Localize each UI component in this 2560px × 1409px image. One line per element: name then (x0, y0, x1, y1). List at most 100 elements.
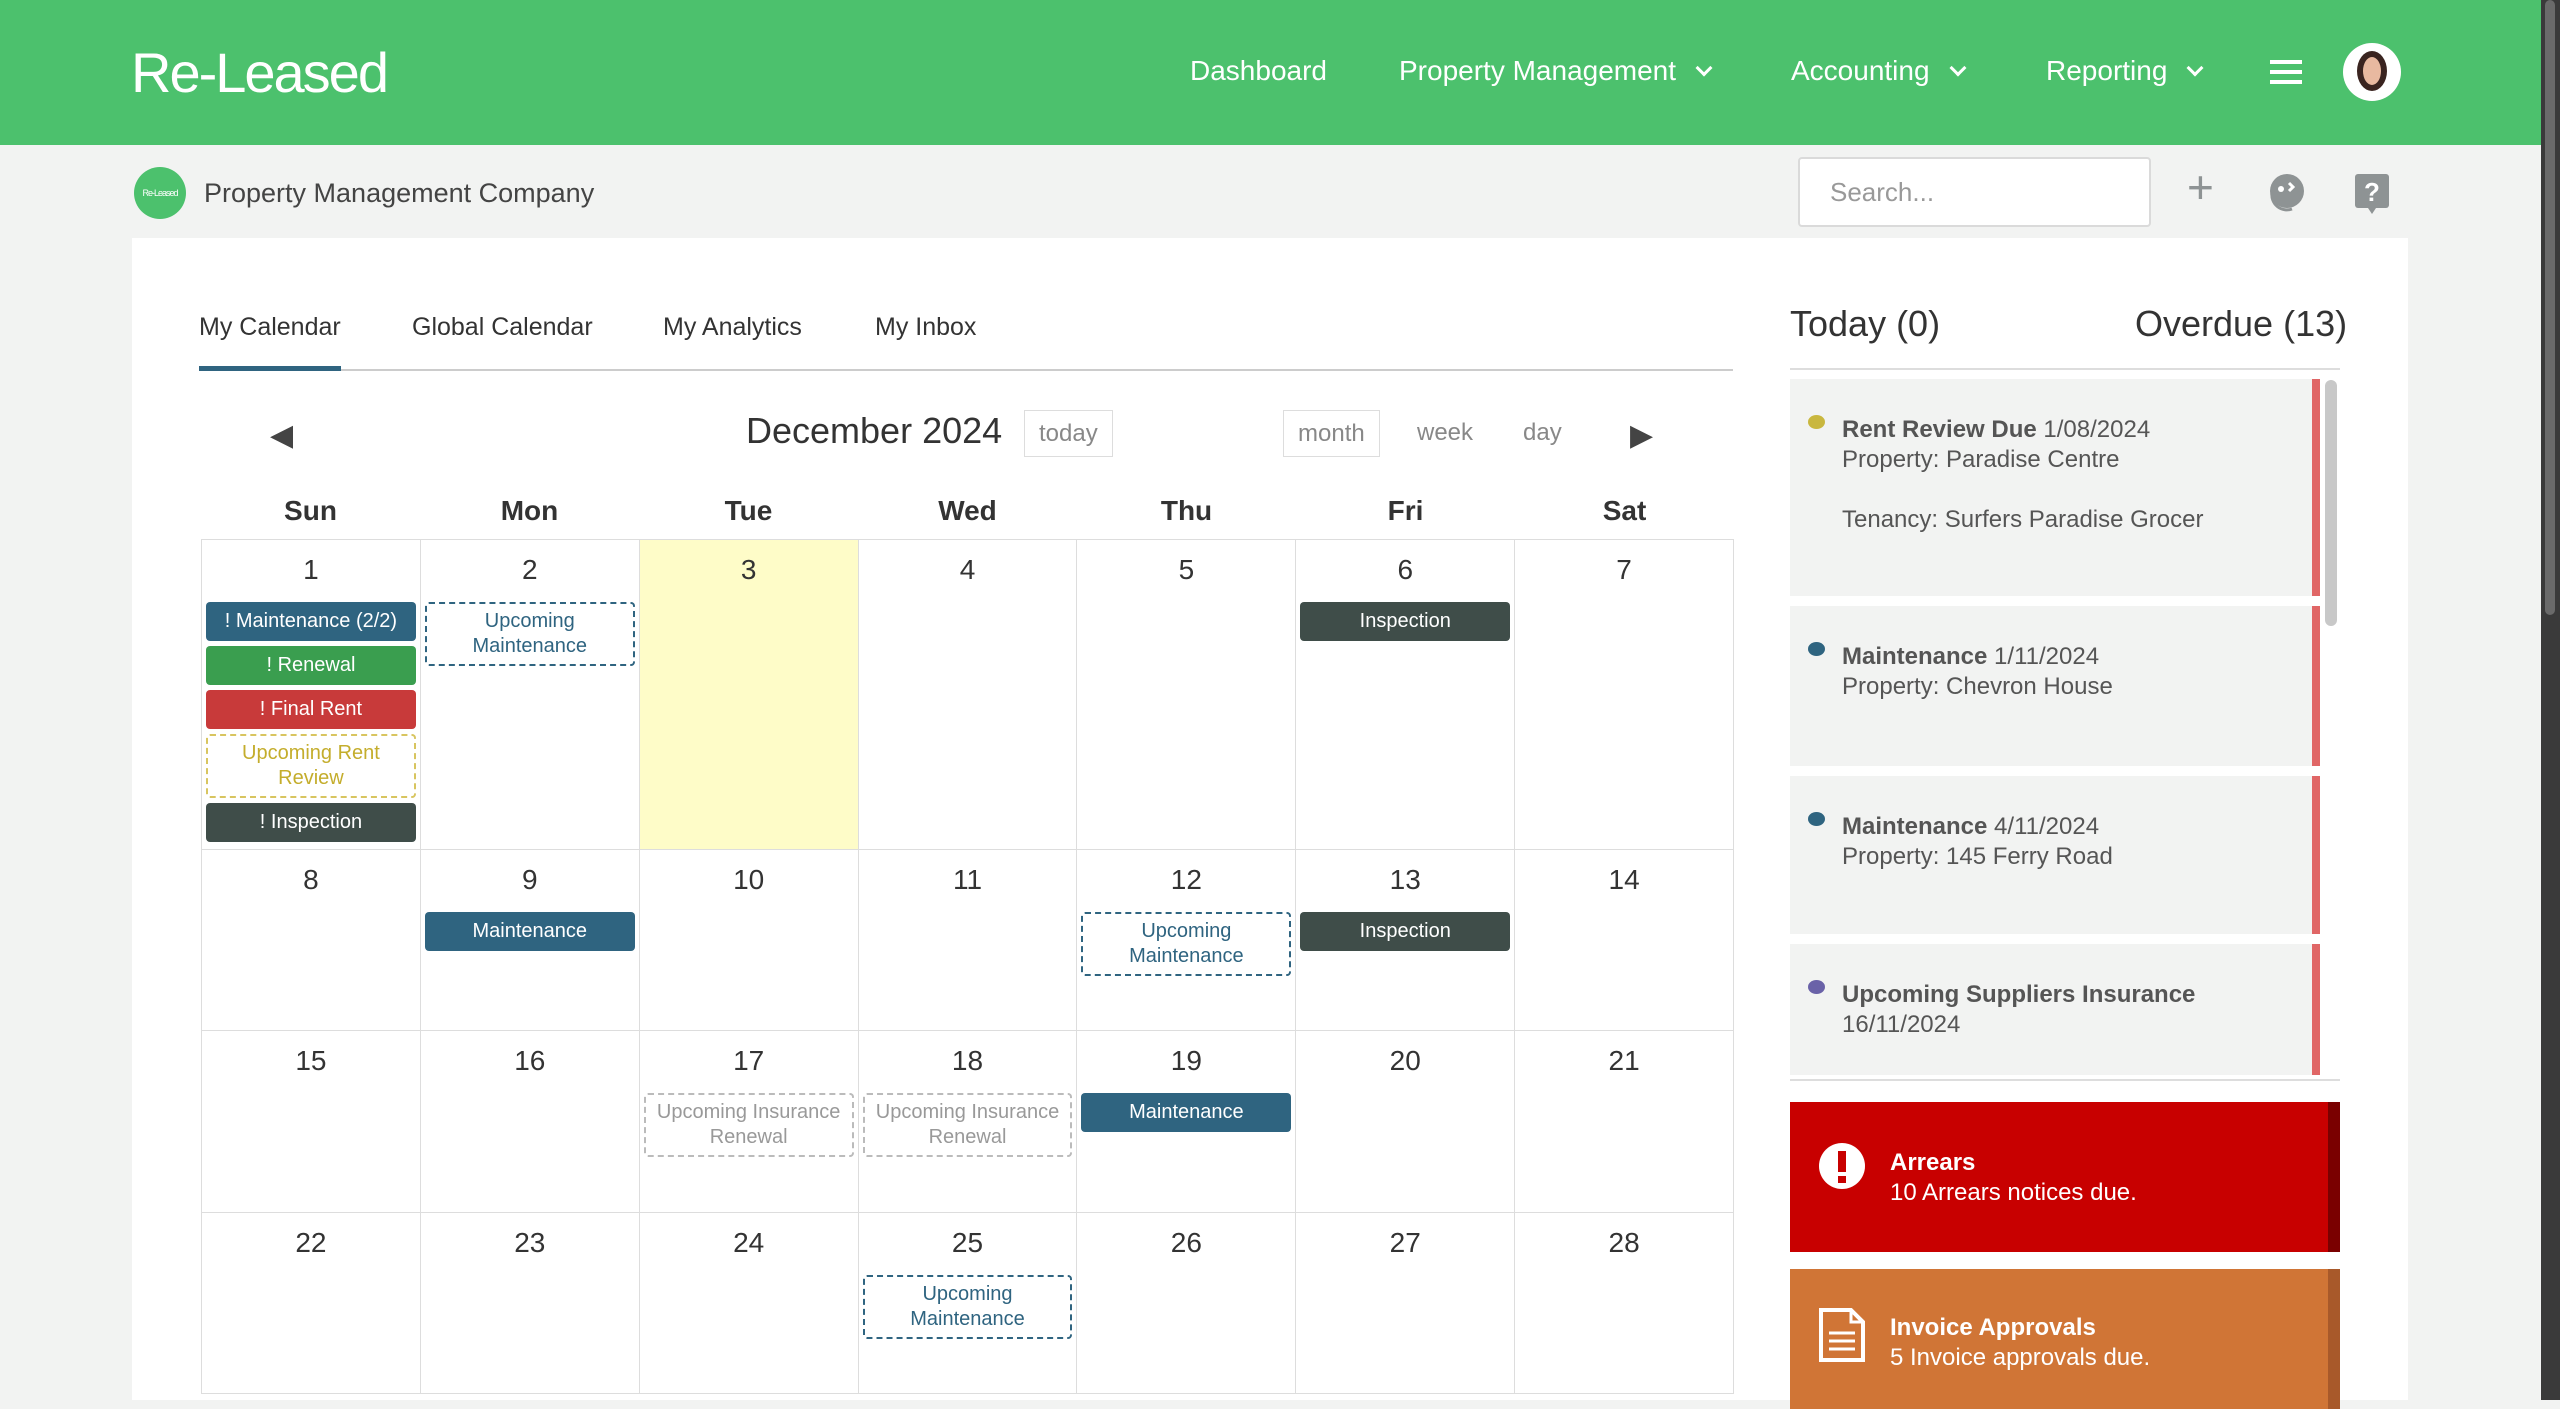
calendar-event-up-maint[interactable]: Upcoming Maintenance (424, 602, 635, 666)
calendar-day-cell[interactable]: 16 (420, 1031, 640, 1213)
calendar-day-cell[interactable]: 4 (858, 540, 1078, 850)
calendar-event-finalrent[interactable]: ! Final Rent (206, 690, 416, 729)
overdue-heading[interactable]: Overdue (13) (2135, 303, 2348, 344)
arrears-alert[interactable]: Arrears 10 Arrears notices due. (1790, 1102, 2340, 1252)
calendar-day-cell[interactable]: 1 ! Maintenance (2/2) ! Renewal ! Final Ren… (202, 540, 421, 850)
calendar-day-cell[interactable]: 20 (1296, 1031, 1516, 1213)
overdue-indicator (2312, 606, 2320, 766)
next-month-button[interactable]: ▶ (1630, 419, 1654, 452)
item-date: 1/11/2024 (1994, 643, 2100, 670)
today-heading[interactable]: Today (0) (1790, 303, 1941, 344)
calendar-event-maintenance[interactable]: Maintenance (424, 912, 635, 951)
calendar-day-cell[interactable]: 5 (1077, 540, 1297, 850)
tab-global-calendar[interactable]: Global Calendar (412, 313, 593, 341)
alert-text: 10 Arrears notices due. (1890, 1179, 2137, 1206)
day-number: 8 (303, 864, 319, 895)
calendar-day-cell[interactable]: 23 (420, 1213, 640, 1394)
nav-label: Property Management (1399, 55, 1677, 86)
calendar-day-cell[interactable]: 26 (1077, 1213, 1297, 1394)
hamburger-icon[interactable] (2270, 60, 2302, 84)
calendar-day-cell[interactable]: 21 (1515, 1031, 1735, 1213)
calendar-week: 22 23 24 25 Upcoming Maintenance 26 27 28 (202, 1213, 1735, 1394)
calendar-day-cell[interactable]: 11 (858, 850, 1078, 1031)
calendar-day-cell[interactable]: 15 (202, 1031, 421, 1213)
overdue-item[interactable]: Maintenance 4/11/2024 Property: 145 Ferry… (1790, 776, 2312, 934)
calendar-event-up-maint[interactable]: Upcoming Maintenance (1081, 912, 1292, 976)
day-view-button[interactable]: day (1523, 419, 1562, 446)
item-title: Rent Review Due (1842, 416, 2037, 443)
calendar-day-cell[interactable]: 13 Inspection (1296, 850, 1516, 1031)
day-number: 15 (295, 1045, 327, 1076)
day-number: 10 (733, 864, 765, 895)
calendar-day-cell[interactable]: 3 (639, 540, 859, 850)
calendar-event-up-maint[interactable]: Upcoming Maintenance (862, 1275, 1073, 1339)
calendar-day-cell[interactable]: 25 Upcoming Maintenance (858, 1213, 1078, 1394)
calendar-day-cell[interactable]: 24 (639, 1213, 859, 1394)
calendar-event-maintenance[interactable]: Maintenance (1081, 1093, 1292, 1132)
calendar-event-up-rent[interactable]: Upcoming Rent Review (206, 734, 416, 798)
nav-reporting[interactable]: Reporting (2046, 55, 2204, 87)
day-number: 3 (740, 554, 757, 585)
calendar-day-cell[interactable]: 9 Maintenance (420, 850, 640, 1031)
calendar-day-cell[interactable]: 22 (202, 1213, 421, 1394)
day-of-week-header: Sat (1602, 495, 1647, 526)
month-view-button[interactable]: month (1283, 410, 1380, 457)
avatar[interactable] (2343, 43, 2401, 101)
day-number: 18 (951, 1045, 984, 1076)
calendar-event-renewal[interactable]: ! Renewal (206, 646, 416, 685)
calendar-day-cell[interactable]: 6 Inspection (1296, 540, 1516, 850)
calendar-day-cell[interactable]: 28 (1515, 1213, 1735, 1394)
calendar-event-maintenance[interactable]: ! Maintenance (2/2) (206, 602, 416, 641)
chat-support-icon[interactable] (2264, 171, 2310, 227)
app-logo[interactable]: Re-Leased (131, 41, 389, 104)
tab-my-inbox[interactable]: My Inbox (875, 313, 977, 341)
calendar-day-cell[interactable]: 10 (639, 850, 859, 1031)
chevron-down-icon (1949, 59, 1967, 77)
nav-property-management[interactable]: Property Management (1399, 55, 1713, 87)
today-button[interactable]: today (1024, 410, 1113, 457)
item-date: 16/11/2024 (1842, 1011, 1961, 1038)
calendar-event-inspection[interactable]: ! Inspection (206, 803, 416, 842)
prev-month-button[interactable]: ◀ (270, 419, 294, 452)
tab-my-calendar[interactable]: My Calendar (199, 313, 341, 341)
calendar-day-cell[interactable]: 14 (1515, 850, 1735, 1031)
calendar-day-cell[interactable]: 19 Maintenance (1077, 1031, 1297, 1213)
search-input[interactable] (1798, 157, 2151, 227)
calendar-event-up-ins[interactable]: Upcoming Insurance Renewal (643, 1093, 854, 1157)
calendar-day-cell[interactable]: 7 (1515, 540, 1735, 850)
calendar-day-cell[interactable]: 2 Upcoming Maintenance (420, 540, 640, 850)
divider (1790, 368, 2340, 370)
item-tenancy: Tenancy: Surfers Paradise Grocer (1842, 506, 2204, 533)
overdue-item[interactable]: Maintenance 1/11/2024 Property: Chevron H… (1790, 606, 2312, 766)
help-icon[interactable]: ? (2355, 174, 2389, 221)
item-property: Property: Paradise Centre (1842, 446, 2120, 473)
overdue-item[interactable]: Rent Review Due 1/08/2024 Property: Parad… (1790, 379, 2312, 596)
day-number: 16 (514, 1045, 546, 1076)
calendar-day-cell[interactable]: 18 Upcoming Insurance Renewal (858, 1031, 1078, 1213)
calendar-event-up-ins[interactable]: Upcoming Insurance Renewal (862, 1093, 1073, 1157)
tab-my-analytics[interactable]: My Analytics (663, 313, 802, 341)
page-scrollbar[interactable] (2541, 0, 2560, 1400)
alert-text: 5 Invoice approvals due. (1890, 1344, 2151, 1371)
calendar-day-cell[interactable]: 17 Upcoming Insurance Renewal (639, 1031, 859, 1213)
calendar-event-inspection[interactable]: Inspection (1300, 912, 1511, 951)
exclamation-icon (1819, 1143, 1865, 1189)
overdue-item[interactable]: Upcoming Suppliers Insurance 16/11/2024 (1790, 944, 2312, 1075)
chevron-down-icon (2186, 59, 2204, 77)
nav-dashboard[interactable]: Dashboard (1190, 55, 1327, 87)
calendar-day-cell[interactable]: 12 Upcoming Maintenance (1077, 850, 1297, 1031)
day-number: 2 (522, 554, 538, 585)
invoice-approvals-alert[interactable]: Invoice Approvals 5 Invoice approvals due… (1790, 1269, 2340, 1409)
calendar-event-inspection[interactable]: Inspection (1300, 602, 1511, 641)
day-number: 12 (1170, 864, 1202, 895)
status-dot (1808, 812, 1825, 826)
plus-icon[interactable]: + (2187, 161, 2214, 213)
day-number: 26 (1170, 1227, 1202, 1258)
nav-accounting[interactable]: Accounting (1791, 55, 1967, 87)
item-property: Property: 145 Ferry Road (1842, 843, 2113, 870)
calendar-day-cell[interactable]: 8 (202, 850, 421, 1031)
week-view-button[interactable]: week (1417, 419, 1474, 446)
calendar-day-cell[interactable]: 27 (1296, 1213, 1516, 1394)
list-scrollbar[interactable] (2325, 380, 2337, 626)
day-of-week-header: Thu (1160, 495, 1213, 526)
